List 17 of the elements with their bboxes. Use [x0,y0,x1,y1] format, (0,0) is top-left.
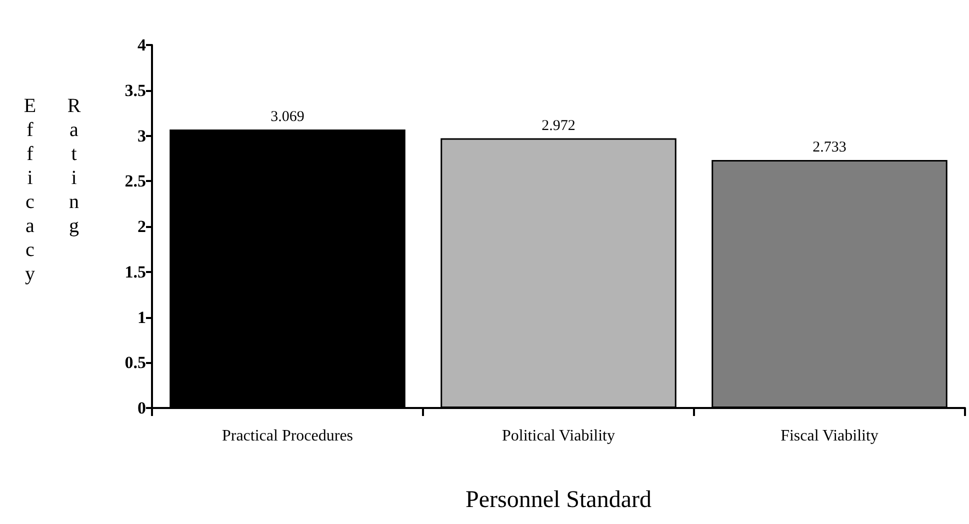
y-tick-label: 0 [138,398,146,418]
y-tick-label: 2.5 [124,172,146,191]
y-tick-label: 1 [138,308,146,327]
x-tick-label: Fiscal Viability [780,428,878,444]
y-tick-label: 2 [138,217,146,236]
y-tick-label: 1.5 [124,262,146,282]
x-axis-title: Personnel Standard [466,487,652,513]
data-label: 2.972 [542,118,576,134]
x-tick-label: Practical Procedures [222,428,354,444]
y-tick-label: 3.5 [124,80,146,100]
y-tick-label: 3 [138,126,146,146]
x-tick-label: Political Viability [502,428,615,444]
y-tick-label: 0.5 [124,353,146,372]
y-tick-label: 4 [138,36,146,54]
y-axis-title: Efficacy Rating [18,95,86,289]
data-label: 2.733 [812,139,846,156]
data-label: 3.069 [270,108,304,125]
